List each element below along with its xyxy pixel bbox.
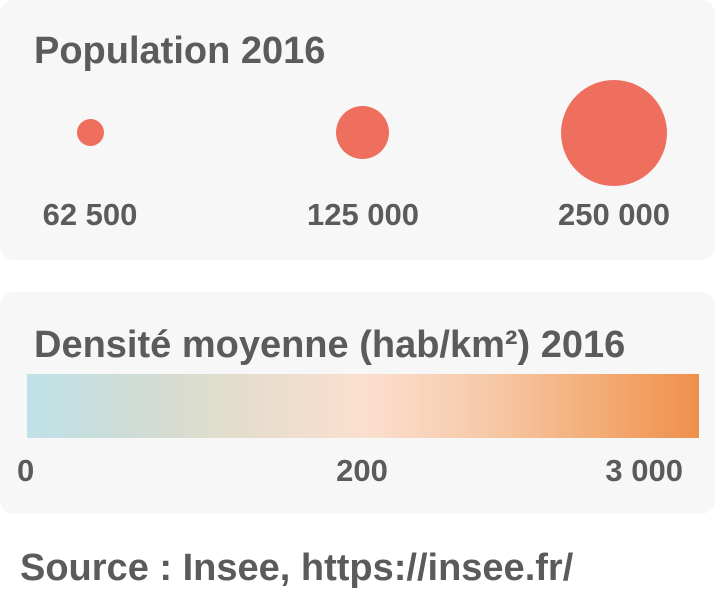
- population-bubble-small: [77, 119, 104, 146]
- density-tick-max: 3 000: [605, 453, 683, 488]
- population-bubble-medium: [336, 106, 389, 159]
- source-credit: Source : Insee, https://insee.fr/: [20, 547, 574, 589]
- population-legend-title: Population 2016: [34, 30, 326, 72]
- density-color-ramp: [27, 374, 699, 438]
- density-legend-panel: Densité moyenne (hab/km²) 2016 0 200 3 0…: [0, 292, 715, 514]
- population-label-medium: 125 000: [306, 197, 420, 232]
- population-legend-panel: Population 2016 62 500 125 000 250 000: [0, 0, 715, 260]
- population-label-large: 250 000: [557, 197, 671, 232]
- population-label-small: 62 500: [42, 197, 138, 232]
- population-bubble-large: [561, 80, 667, 186]
- density-tick-min: 0: [17, 453, 35, 488]
- density-tick-mid: 200: [336, 453, 388, 488]
- density-legend-title: Densité moyenne (hab/km²) 2016: [34, 324, 626, 366]
